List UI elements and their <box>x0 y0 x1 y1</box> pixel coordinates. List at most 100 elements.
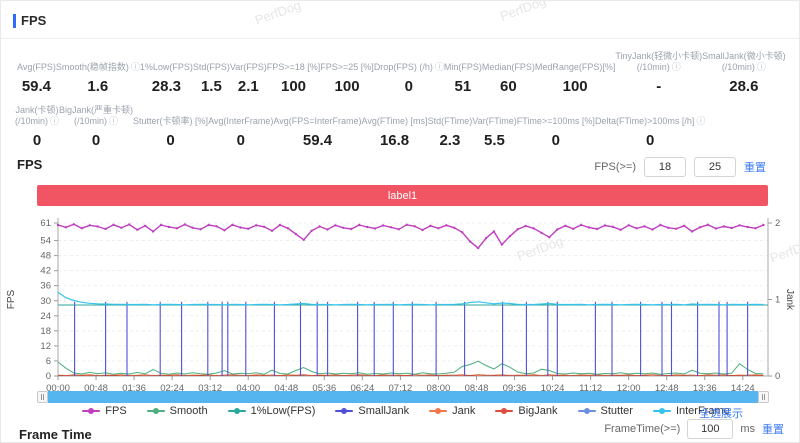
info-icon[interactable]: ⓘ <box>696 116 706 126</box>
stat-label: Var(FPS) <box>229 62 267 72</box>
stat-cell: Avg(FPS=InterFrame) 59.4 <box>273 103 361 149</box>
stat-value: 0 <box>166 132 175 149</box>
legend-label: BigJank <box>518 405 558 417</box>
frametime-input[interactable] <box>687 419 734 439</box>
svg-text:08:48: 08:48 <box>465 383 489 391</box>
svg-text:12:48: 12:48 <box>655 383 679 391</box>
info-icon[interactable]: ⓘ <box>109 116 119 126</box>
stat-label: FPS>=25 [%] <box>320 62 374 72</box>
series-interframe <box>57 291 764 306</box>
series-bigjank <box>57 374 764 377</box>
svg-text:48: 48 <box>40 251 51 262</box>
stat-label: Delta(FTime)>100ms [/h] ⓘ <box>594 116 706 126</box>
stat-label: Min(FPS) <box>443 62 482 72</box>
scrollbar-left-handle-icon[interactable] <box>37 391 48 403</box>
card-title: FPS <box>21 13 47 28</box>
stat-cell: MedRange(FPS)[%] 100 <box>535 49 616 95</box>
stat-label: 1%Low(FPS) <box>139 62 193 72</box>
series-fps <box>56 223 765 250</box>
legend-item-bigjank[interactable]: BigJank <box>495 405 558 417</box>
legend-item-smalljank[interactable]: SmallJank <box>335 405 409 417</box>
legend-swatch-icon <box>146 408 165 414</box>
svg-text:14:24: 14:24 <box>731 383 755 391</box>
stats-row-1: Avg(FPS) 59.4 Smooth(稳帧指数) ⓘ 1.6 1%Low(FPS) 28… <box>1 49 799 95</box>
stat-label: FTime>=100ms [%] <box>516 116 595 126</box>
fps-threshold-input-2[interactable] <box>694 157 736 177</box>
stat-value: 16.8 <box>379 132 410 149</box>
legend-label: SmallJank <box>358 405 410 417</box>
legend-item-smooth[interactable]: Smooth <box>146 405 208 417</box>
legend-item-interframe[interactable]: InterFrame <box>652 405 730 417</box>
stat-value: 100 <box>281 78 307 95</box>
legend-swatch-icon <box>227 408 246 414</box>
card-title-row: FPS <box>13 13 46 28</box>
stat-cell: Var(FPS) 2.1 <box>230 49 267 95</box>
frametime-reset-link[interactable]: 重置 <box>762 424 784 436</box>
svg-text:00:00: 00:00 <box>46 383 70 391</box>
legend-item-fps[interactable]: FPS <box>82 405 127 417</box>
svg-text:11:12: 11:12 <box>579 383 602 391</box>
watermark: PerfDog <box>497 0 548 24</box>
legend-label: Smooth <box>169 405 208 417</box>
stat-cell: Median(FPS) 60 <box>482 49 535 95</box>
scrollbar-right-handle-icon[interactable] <box>758 391 769 403</box>
legend-swatch-icon <box>82 408 101 414</box>
stat-value: 0 <box>404 78 413 95</box>
stat-value: 59.4 <box>21 78 52 95</box>
stat-cell: FPS>=18 [%] 100 <box>267 49 321 95</box>
legend-item-stutter[interactable]: Stutter <box>577 405 633 417</box>
info-icon[interactable]: ⓘ <box>434 62 444 72</box>
legend-swatch-icon <box>429 408 448 414</box>
info-icon[interactable]: ⓘ <box>756 62 766 72</box>
svg-text:00:48: 00:48 <box>84 383 108 391</box>
legend-label: FPS <box>105 405 127 417</box>
legend-label: 1%Low(FPS) <box>250 405 316 417</box>
stat-value: 2.1 <box>237 78 259 95</box>
svg-text:36: 36 <box>40 281 51 292</box>
svg-text:24: 24 <box>40 311 51 322</box>
svg-text:12: 12 <box>40 341 51 352</box>
fps-threshold-input-1[interactable] <box>644 157 686 177</box>
show-all-link[interactable]: 全选展示 <box>699 408 743 420</box>
legend-item-jank[interactable]: Jank <box>429 405 475 417</box>
scrollbar-track[interactable] <box>48 391 758 403</box>
info-icon[interactable]: ⓘ <box>50 116 60 126</box>
stat-label: BigJank(严重卡顿) (/10min) ⓘ <box>59 105 134 126</box>
info-icon[interactable]: ⓘ <box>130 62 140 72</box>
stat-value: 28.6 <box>729 78 759 95</box>
stat-cell: TinyJank(轻微小卡顿) (/10min) ⓘ - <box>615 49 702 95</box>
legend-swatch-icon <box>335 408 354 414</box>
svg-text:08:00: 08:00 <box>427 383 451 391</box>
banner-text: label1 <box>387 189 418 202</box>
stat-cell: FTime>=100ms [%] 0 <box>517 103 595 149</box>
legend-item-1-low-fps-[interactable]: 1%Low(FPS) <box>227 405 316 417</box>
svg-text:42: 42 <box>40 266 51 277</box>
stat-value: 2.3 <box>439 132 461 149</box>
stat-value: - <box>656 78 662 95</box>
fps-reset-link[interactable]: 重置 <box>744 162 766 174</box>
frametime-label: FrameTime(>=) <box>604 423 681 435</box>
stat-label: Avg(FTime) [ms] <box>361 116 428 126</box>
stats-row-2: Jank(卡顿) (/10min) ⓘ 0 BigJank(严重卡顿) (/10min) ⓘ… <box>1 103 799 149</box>
legend-label: Stutter <box>600 405 633 417</box>
svg-text:02:24: 02:24 <box>160 383 184 391</box>
stat-cell: BigJank(严重卡顿) (/10min) ⓘ 0 <box>59 103 133 149</box>
stat-label: MedRange(FPS)[%] <box>534 62 616 72</box>
stat-label: Std(FPS) <box>192 62 230 72</box>
svg-text:01:36: 01:36 <box>122 383 146 391</box>
info-icon[interactable]: ⓘ <box>671 62 681 72</box>
stat-value: 28.3 <box>151 78 181 95</box>
stat-value: 0 <box>646 132 655 149</box>
stat-cell: Stutter(卡顿率) [%] 0 <box>133 103 208 149</box>
chart-scrollbar[interactable] <box>37 391 769 403</box>
svg-text:18: 18 <box>40 326 51 337</box>
svg-text:2: 2 <box>775 218 780 229</box>
stat-cell: Jank(卡顿) (/10min) ⓘ 0 <box>15 103 59 149</box>
grip-icon <box>762 394 765 400</box>
svg-text:04:48: 04:48 <box>274 383 298 391</box>
stat-value: 0 <box>236 132 245 149</box>
stat-value: 100 <box>334 78 360 95</box>
stat-value: 59.4 <box>302 132 333 149</box>
stat-label: TinyJank(轻微小卡顿) (/10min) ⓘ <box>615 51 703 72</box>
